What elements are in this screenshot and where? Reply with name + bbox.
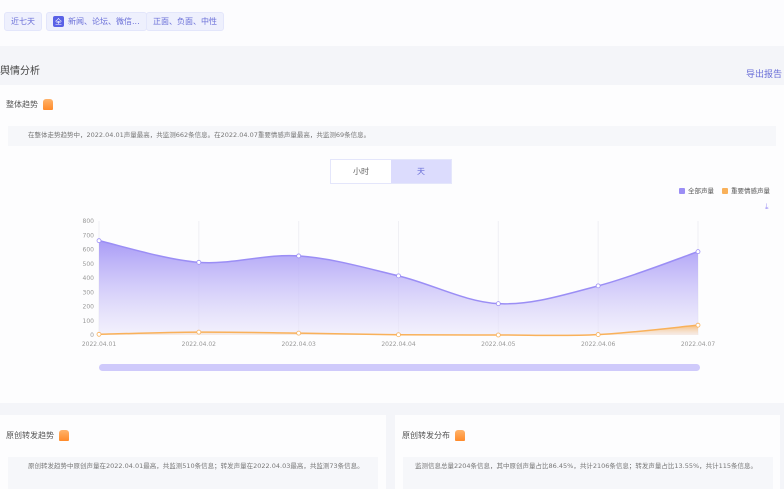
fire-icon [59,430,69,441]
x-tick-label: 2022.04.06 [581,341,616,348]
x-tick-label: 2022.04.07 [681,341,716,348]
fire-icon [43,99,53,110]
data-point [595,332,601,337]
y-tick-label: 700 [83,232,95,239]
origin-dist-title-text: 原创转发分布 [402,431,450,440]
zoom-slider[interactable] [99,364,700,371]
granularity-toggle: 小时 天 [330,159,452,184]
data-point [196,329,202,335]
legend-all-swatch [679,188,685,194]
toggle-hour[interactable]: 小时 [331,160,391,183]
data-point [196,259,202,265]
sentiment-filter[interactable]: 正面、负面、中性 [146,12,224,31]
legend-important[interactable]: 重要情感声量 [722,185,770,195]
x-tick-label: 2022.04.01 [82,341,117,348]
source-filter[interactable]: 全新闻、论坛、微信... [46,12,147,31]
y-tick-label: 600 [83,247,95,254]
data-point [296,253,302,259]
x-tick-label: 2022.04.05 [481,341,516,348]
fire-icon [455,430,465,441]
trend-title: 整体趋势 [6,99,53,110]
y-tick-label: 500 [83,261,95,268]
legend-important-swatch [722,188,728,194]
download-icon[interactable]: ⤓ [765,202,769,211]
chart-legend: 全部声量 重要情感声量 [679,185,770,195]
origin-dist-summary: 监测信息总量2204条信息，其中原创声量占比86.45%，共计2106条信息；转… [403,457,773,489]
sentiment-filter-label: 正面、负面、中性 [153,17,217,26]
y-tick-label: 800 [83,218,95,225]
y-tick-label: 300 [83,289,95,296]
section-title: 舆情分析 [0,66,40,77]
data-point [695,249,701,255]
toggle-day[interactable]: 天 [391,160,451,183]
origin-trend-title-text: 原创转发趋势 [6,431,54,440]
origin-trend-summary: 原创转发趋势中原创声量在2022.04.01最高，共监测510条信息；转发声量在… [8,457,378,489]
y-tick-label: 200 [83,304,95,311]
origin-trend-card: 原创转发趋势 原创转发趋势中原创声量在2022.04.01最高，共监测510条信… [0,415,386,489]
time-filter-label: 近七天 [11,17,35,26]
source-filter-label: 新闻、论坛、微信... [68,17,140,26]
data-point [396,332,401,338]
time-filter[interactable]: 近七天 [4,12,42,31]
series-area [99,240,698,335]
data-point [96,238,102,244]
data-point [595,283,601,289]
y-tick-label: 400 [83,275,95,282]
data-point [495,332,501,338]
data-point [396,273,401,279]
legend-all-label: 全部声量 [688,187,714,195]
legend-all[interactable]: 全部声量 [679,185,714,195]
trend-title-text: 整体趋势 [6,100,38,109]
trend-chart: 2022.04.01 2022.04.02 2022.04.03 2022.04.04… [82,202,769,371]
source-all-icon: 全 [53,16,64,27]
origin-trend-title: 原创转发趋势 [6,430,69,441]
x-tick-label: 2022.04.02 [182,341,217,348]
x-tick-label: 2022.04.04 [381,341,416,348]
legend-important-label: 重要情感声量 [731,187,770,195]
x-tick-label: 2022.04.03 [281,341,316,348]
export-report-link[interactable]: 导出报告 [745,70,782,80]
data-point [495,301,501,307]
origin-dist-card: 原创转发分布 监测信息总量2204条信息，其中原创声量占比86.45%，共计21… [395,415,780,489]
origin-dist-title: 原创转发分布 [402,430,465,441]
filter-bar: 近七天 全新闻、论坛、微信... 正面、负面、中性 [0,0,784,46]
data-point [96,331,102,337]
trend-summary: 在整体走势趋势中，2022.04.01声量最高，共监测662条信息。在2022.… [8,126,776,146]
y-tick-label: 100 [83,318,95,325]
y-tick-label: 0 [90,332,94,339]
section-header [0,48,784,85]
data-point [296,330,302,336]
data-point [695,322,701,328]
trend-card: 整体趋势 在整体走势趋势中，2022.04.01声量最高，共监测662条信息。在… [0,85,784,403]
